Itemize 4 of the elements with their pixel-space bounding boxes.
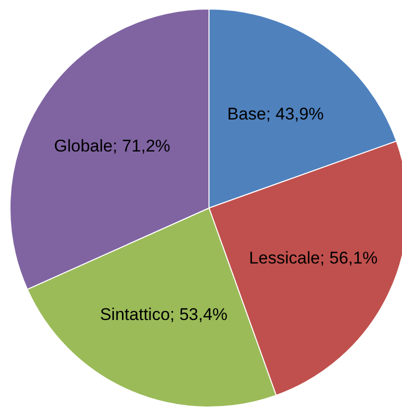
slice-label: Lessicale; 56,1% <box>249 248 378 268</box>
slice-label: Base; 43,9% <box>227 104 324 124</box>
slice-label: Sintattico; 53,4% <box>100 305 228 324</box>
slice-label: Globale; 71,2% <box>54 136 170 156</box>
